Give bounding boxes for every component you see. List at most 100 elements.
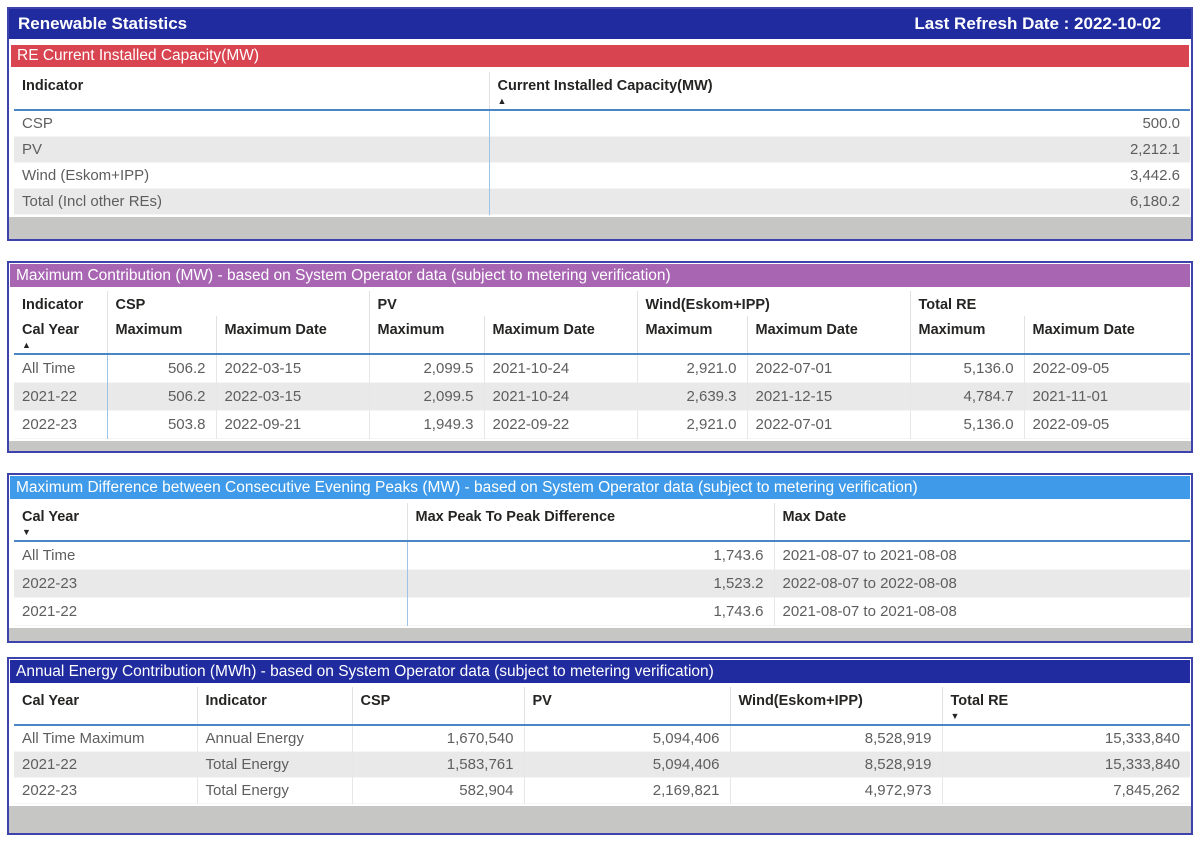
column-header[interactable]: Total RE ▼ (941, 687, 1190, 725)
cell: 2,639.3 (636, 382, 748, 410)
table-row: Wind (Eskom+IPP) 3,442.6 (14, 162, 1190, 189)
cell: 2022-23 (14, 569, 407, 597)
cell: 5,094,406 (523, 725, 730, 752)
cell: 2021-08-07 to 2021-08-08 (773, 597, 1190, 625)
column-header[interactable]: Indicator (196, 687, 352, 725)
column-header[interactable]: CSP (106, 291, 370, 316)
cell: 2022-09-21 (215, 410, 370, 438)
header-row: Cal Year ▼ Max Peak To Peak Difference Max … (14, 503, 1190, 541)
column-header-label: PV (532, 693, 552, 709)
column-header[interactable]: Maximum (909, 316, 1025, 354)
column-header[interactable]: Indicator (14, 72, 489, 110)
panel-filler (9, 627, 1191, 641)
column-header-label: Indicator (22, 297, 84, 313)
column-header-label: Indicator (205, 693, 267, 709)
column-header[interactable]: Maximum Date (215, 316, 370, 354)
annual-energy-contribution-table: Cal Year Indicator CSP PV Wind(Eskom+IPP) Tot… (14, 687, 1190, 804)
column-header-label: Maximum Date (1032, 322, 1135, 338)
header-row: Cal Year ▲ Maximum Maximum Date Maximum Maxim… (14, 316, 1191, 354)
column-header-label: Total RE (918, 297, 977, 313)
panel-installed-capacity: Renewable Statistics Last Refresh Date :… (7, 7, 1193, 241)
table-row: All Time 506.2 2022-03-15 2,099.5 2021-10-24… (14, 354, 1191, 382)
cell: 2021-22 (14, 751, 197, 778)
column-header[interactable]: Maximum (106, 316, 216, 354)
cell: 1,523.2 (406, 569, 774, 597)
column-header-label: PV (377, 297, 397, 313)
column-header-label: Maximum (918, 322, 986, 338)
column-header[interactable]: CSP (351, 687, 524, 725)
cell: 3,442.6 (488, 162, 1190, 189)
column-header[interactable]: Max Date (773, 503, 1190, 541)
panel-maximum-contribution: Maximum Contribution (MW) - based on Sys… (7, 261, 1193, 453)
column-header[interactable]: Cal Year ▼ (14, 503, 407, 541)
cell: 2,212.1 (488, 136, 1190, 163)
re-current-installed-capacity-table: Indicator Current Installed Capacity(MW) ▲… (14, 72, 1190, 215)
column-header-label: Maximum (645, 322, 713, 338)
column-header-label: CSP (360, 693, 391, 709)
column-header[interactable]: Max Peak To Peak Difference (406, 503, 774, 541)
evening-peaks-table-container: Cal Year ▼ Max Peak To Peak Difference Max … (9, 503, 1191, 626)
section-header-installed-capacity: RE Current Installed Capacity(MW) (11, 45, 1189, 67)
header-row: Indicator Current Installed Capacity(MW) ▲ (14, 72, 1190, 110)
cell: 4,972,973 (729, 777, 942, 804)
column-header-label: Maximum (377, 322, 445, 338)
table-row: CSP 500.0 (14, 110, 1190, 137)
annual-energy-table-container: Cal Year Indicator CSP PV Wind(Eskom+IPP) Tot… (9, 687, 1191, 804)
column-header-label: Current Installed Capacity(MW) (497, 78, 713, 94)
cell: CSP (14, 110, 489, 137)
column-header[interactable]: Maximum Date (746, 316, 911, 354)
table-row: Total (Incl other REs) 6,180.2 (14, 188, 1190, 215)
column-header-label: Max Peak To Peak Difference (415, 509, 616, 525)
cell: 506.2 (106, 382, 216, 410)
column-header[interactable]: Wind(Eskom+IPP) (729, 687, 942, 725)
section-header-annual-energy: Annual Energy Contribution (MWh) - based… (10, 660, 1190, 683)
cell: 6,180.2 (488, 188, 1190, 215)
column-header[interactable]: Cal Year ▲ (14, 316, 107, 354)
last-refresh-date: Last Refresh Date : 2022-10-02 (914, 14, 1161, 33)
column-header[interactable]: Maximum (636, 316, 748, 354)
cell: 2021-11-01 (1023, 382, 1191, 410)
cell: All Time Maximum (14, 725, 197, 752)
cell: PV (14, 136, 489, 163)
cell: 2,169,821 (523, 777, 730, 804)
table-row: 2022-23 503.8 2022-09-21 1,949.3 2022-09-22 2… (14, 410, 1191, 438)
cell: 503.8 (106, 410, 216, 438)
cell: 1,743.6 (406, 597, 774, 625)
column-header-label: Maximum Date (492, 322, 595, 338)
column-header[interactable]: Indicator (14, 291, 107, 316)
column-header[interactable]: Cal Year (14, 687, 197, 725)
cell: 2022-07-01 (746, 354, 911, 382)
cell: 2,921.0 (636, 410, 748, 438)
cell: 8,528,919 (729, 725, 942, 752)
column-header[interactable]: PV (368, 291, 638, 316)
cell: 2021-08-07 to 2021-08-08 (773, 541, 1190, 569)
cell: 2022-07-01 (746, 410, 911, 438)
cell: Wind (Eskom+IPP) (14, 162, 489, 189)
section-header-maximum-contribution: Maximum Contribution (MW) - based on Sys… (10, 264, 1190, 287)
installed-capacity-table-container: Indicator Current Installed Capacity(MW) ▲… (9, 72, 1191, 215)
panel-filler (9, 217, 1191, 239)
column-header[interactable]: Current Installed Capacity(MW) ▲ (488, 72, 1190, 110)
panel-filler (9, 440, 1191, 451)
column-header[interactable]: Maximum Date (483, 316, 638, 354)
column-header-label: Maximum Date (224, 322, 327, 338)
cell: 2,099.5 (368, 354, 485, 382)
cell: 4,784.7 (909, 382, 1025, 410)
cell: 506.2 (106, 354, 216, 382)
cell: 5,136.0 (909, 410, 1025, 438)
cell: 7,845,262 (941, 777, 1190, 804)
column-header-label: CSP (115, 297, 146, 313)
column-header[interactable]: Wind(Eskom+IPP) (636, 291, 911, 316)
column-header[interactable]: Total RE (909, 291, 1191, 316)
cell: 15,333,840 (941, 725, 1190, 752)
sort-ascending-icon: ▲ (497, 96, 507, 106)
maximum-contribution-table: Indicator CSP PV Wind(Eskom+IPP) Total RE Cal… (14, 291, 1191, 439)
column-header[interactable]: PV (523, 687, 730, 725)
column-header-label: Wind(Eskom+IPP) (738, 693, 863, 709)
column-header[interactable]: Maximum Date (1023, 316, 1191, 354)
cell: 1,583,761 (351, 751, 524, 778)
column-header[interactable]: Maximum (368, 316, 485, 354)
cell: 2022-09-05 (1023, 410, 1191, 438)
report-title-bar: Renewable Statistics Last Refresh Date :… (9, 9, 1191, 39)
